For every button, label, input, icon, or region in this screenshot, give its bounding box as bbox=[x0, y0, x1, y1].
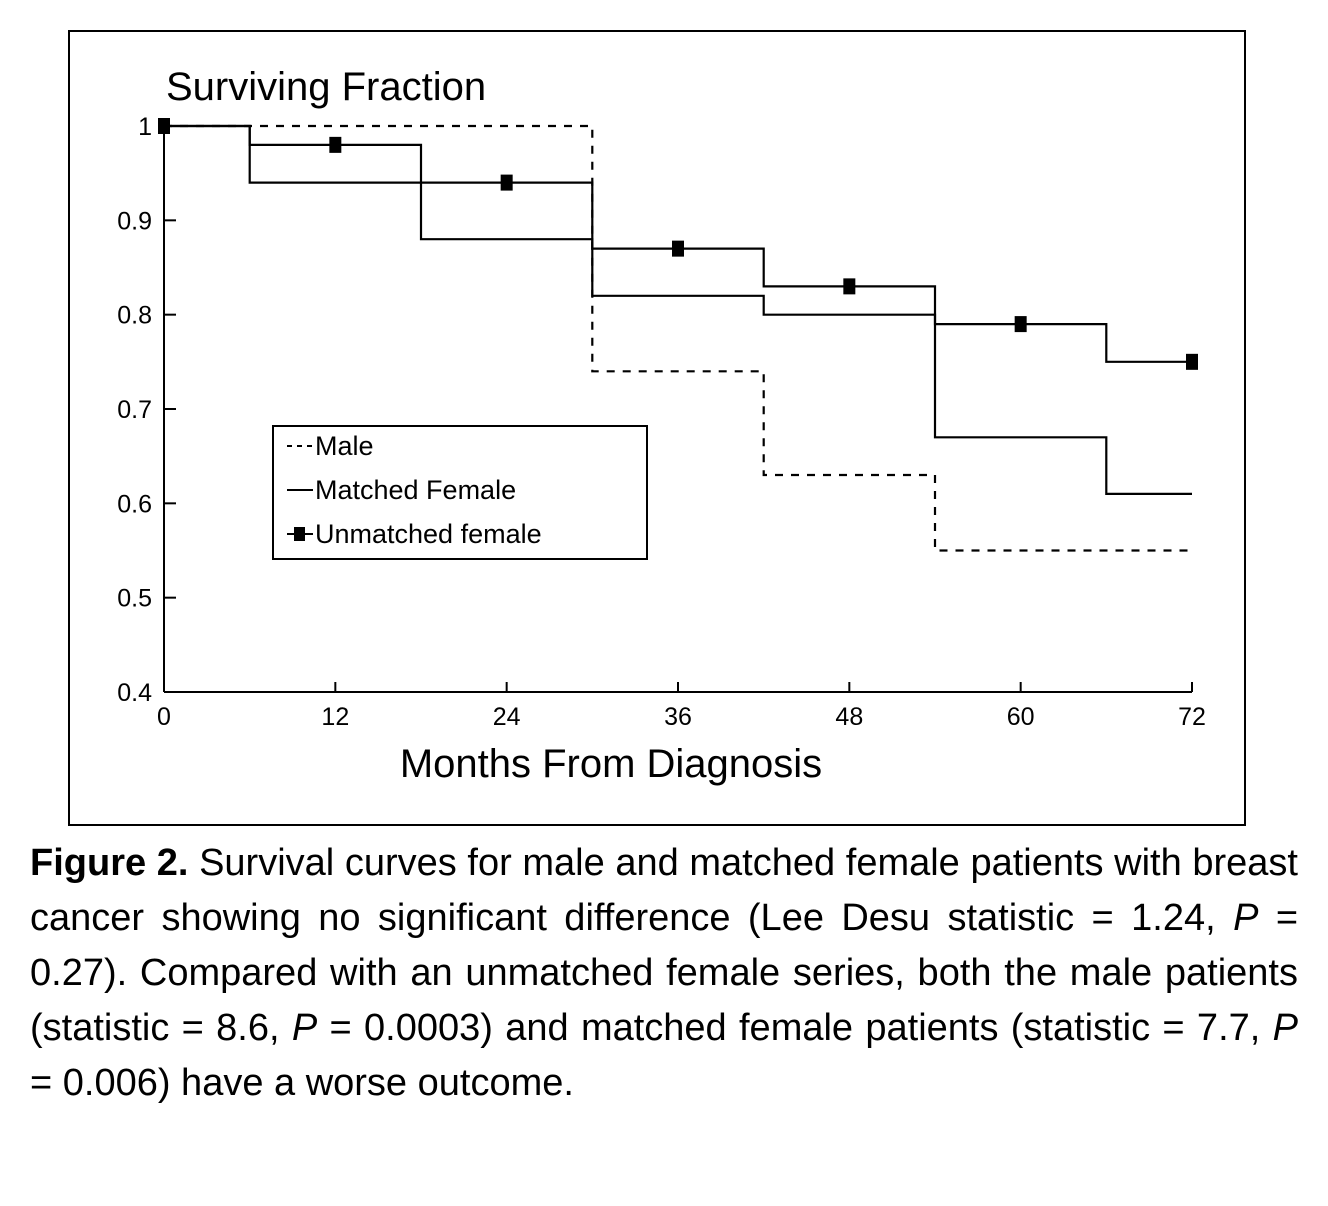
x-tick-label: 48 bbox=[835, 703, 863, 731]
legend-label: Male bbox=[315, 431, 374, 461]
series-line-matched-female bbox=[164, 124, 1192, 495]
x-tick-label: 72 bbox=[1178, 703, 1206, 731]
legend-swatch-marker bbox=[294, 527, 305, 541]
y-tick-label: 0.6 bbox=[117, 490, 152, 518]
y-tick-label: 1 bbox=[138, 113, 152, 141]
series-marker-unmatched-female bbox=[672, 240, 684, 257]
y-tick-label: 0.4 bbox=[117, 679, 152, 707]
caption-p-1: P bbox=[1233, 897, 1259, 939]
legend-box bbox=[272, 425, 648, 560]
x-tick-label: 12 bbox=[321, 703, 349, 731]
caption-p-3: P bbox=[1272, 1007, 1298, 1049]
x-tick-label: 24 bbox=[493, 703, 521, 731]
series-marker-unmatched-female bbox=[843, 278, 856, 295]
chart-title: Surviving Fraction bbox=[166, 65, 486, 109]
x-tick-label: 0 bbox=[157, 703, 171, 731]
x-tick-label: 36 bbox=[664, 703, 692, 731]
caption-p-2: P bbox=[291, 1007, 318, 1049]
y-tick-label: 0.5 bbox=[117, 585, 152, 613]
figure-frame: Surviving Fraction Months From Diagnosis… bbox=[68, 30, 1246, 826]
caption-text-3: = 0.0003) and matched female patients (s… bbox=[317, 1007, 1273, 1049]
y-tick-label: 0.8 bbox=[117, 302, 152, 330]
legend-label: Unmatched female bbox=[315, 519, 542, 549]
caption-text-1: Survival curves for male and matched fem… bbox=[30, 842, 1298, 939]
x-tick-label: 60 bbox=[1007, 703, 1035, 731]
series-layer bbox=[158, 118, 1198, 552]
series-line-male bbox=[164, 124, 1192, 552]
y-tick-label: 0.7 bbox=[117, 396, 152, 424]
series-marker-unmatched-female bbox=[500, 174, 513, 191]
caption-text-2: = 0.27). Compared with an unmatched fema… bbox=[30, 897, 1299, 1049]
series-marker-unmatched-female bbox=[1014, 316, 1027, 333]
legend-label: Matched Female bbox=[315, 475, 516, 505]
series-marker-unmatched-female bbox=[158, 118, 170, 134]
caption-text-4: = 0.006) have a worse outcome. bbox=[30, 1062, 574, 1104]
series-marker-unmatched-female bbox=[329, 136, 342, 153]
axes: 0.4 0.5 0.6 0.7 0.8 0.9 1 0 12 24 36 48 60 72 bbox=[117, 113, 1206, 731]
legend: Male Matched Female Unmatched female bbox=[272, 425, 648, 560]
series-marker-unmatched-female bbox=[1186, 353, 1198, 370]
y-tick-label: 0.9 bbox=[117, 207, 152, 235]
caption-label: Figure 2. bbox=[30, 842, 189, 884]
survival-chart: Surviving Fraction Months From Diagnosis… bbox=[117, 65, 1206, 786]
figure-caption: Figure 2. Survival curves for male and m… bbox=[30, 836, 1298, 1111]
x-axis-label: Months From Diagnosis bbox=[400, 742, 822, 786]
